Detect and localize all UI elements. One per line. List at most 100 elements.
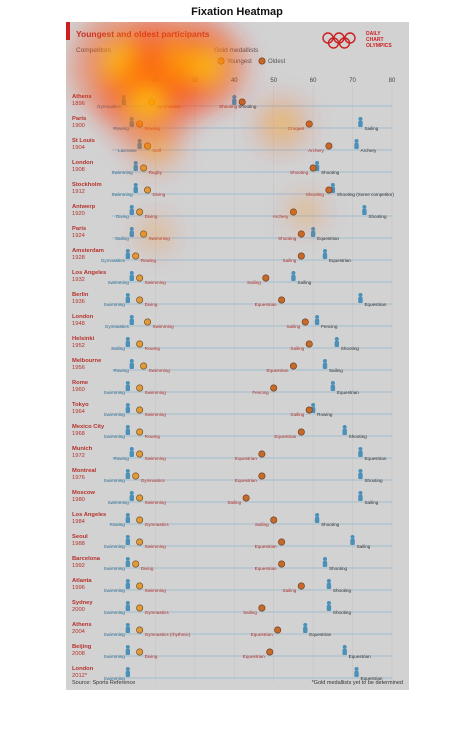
- row-year-label: 1912: [72, 189, 85, 195]
- oldest-gold-point: [258, 604, 266, 612]
- youngest-competitor-figure-body: [125, 583, 131, 589]
- oldest-competitor-sport-label: Equestrian: [329, 258, 351, 263]
- youngest-competitor-sport-label: Swimming: [104, 566, 126, 571]
- oldest-competitor-figure-head: [330, 381, 335, 385]
- youngest-competitor-figure-body: [125, 385, 131, 391]
- youngest-gold-point: [144, 186, 152, 194]
- heatmap-overlay: [68, 22, 331, 259]
- oldest-competitor-sport-label: Shooting: [321, 522, 340, 527]
- oldest-competitor-figure-body: [354, 143, 359, 149]
- oldest-competitor-sport-label: Shooting: [238, 104, 257, 109]
- row-city-label: Antwerp: [72, 204, 96, 210]
- row-year-label: 1960: [72, 387, 85, 393]
- row-city-label: Los Angeles: [72, 512, 106, 518]
- figure-title: Fixation Heatmap: [191, 6, 283, 18]
- oldest-competitor-figure-body: [314, 517, 320, 523]
- oldest-competitor-figure-head: [350, 535, 355, 539]
- youngest-gold-sport-label: Swimming: [145, 280, 167, 285]
- oldest-gold-point: [301, 318, 309, 326]
- footnote: *Gold medallists yet to be determined: [312, 680, 403, 686]
- oldest-gold-point: [270, 384, 278, 392]
- row-year-label: 1936: [72, 299, 85, 305]
- youngest-competitor-figure-head: [125, 249, 130, 253]
- youngest-gold-point: [136, 538, 144, 546]
- row-year-label: 1928: [72, 255, 85, 261]
- row-year-label: 1904: [72, 145, 86, 151]
- youngest-competitor-figure-head: [129, 491, 134, 495]
- oldest-competitor-figure-body: [334, 341, 339, 347]
- youngest-competitor-figure-head: [125, 403, 130, 407]
- youngest-gold-point: [136, 494, 144, 502]
- legend-oldest-label: Oldest: [268, 59, 286, 65]
- youngest-gold-sport-label: Gymnastics: [145, 522, 170, 527]
- youngest-competitor-figure-head: [125, 469, 130, 473]
- oldest-gold-point: [278, 560, 286, 568]
- oldest-competitor-figure-body: [314, 319, 320, 325]
- olympic-rings-logo: [322, 32, 356, 49]
- youngest-gold-sport-label: Gymnastics: [141, 478, 166, 483]
- oldest-gold-point: [278, 296, 286, 304]
- youngest-gold-sport-label: Rowing: [145, 434, 161, 439]
- row-year-label: 1920: [72, 211, 85, 217]
- youngest-competitor-figure-head: [125, 645, 130, 649]
- oldest-competitor-figure-head: [354, 667, 359, 671]
- row-city-label: Seoul: [72, 534, 88, 540]
- youngest-competitor-figure-body: [125, 297, 131, 303]
- youngest-gold-point: [136, 428, 144, 436]
- row-city-label: London: [72, 666, 94, 672]
- oldest-gold-sport-label: Shooting: [219, 104, 238, 109]
- youngest-competitor-sport-label: Swimming: [112, 192, 134, 197]
- oldest-competitor-sport-label: Equestrian: [337, 390, 359, 395]
- oldest-competitor-sport-label: Shooting: [333, 588, 352, 593]
- row-city-label: Paris: [72, 226, 86, 232]
- row-year-label: 1980: [72, 497, 85, 503]
- row-year-label: 2012*: [72, 673, 88, 679]
- youngest-competitor-figure-head: [125, 579, 130, 583]
- youngest-competitor-sport-label: Swimming: [104, 676, 126, 681]
- youngest-competitor-figure-head: [129, 205, 134, 209]
- oldest-gold-sport-label: Archery: [308, 148, 325, 153]
- youngest-competitor-figure-body: [129, 451, 134, 457]
- oldest-gold-sport-label: Shooting: [278, 236, 297, 241]
- row-city-label: Stockholm: [72, 182, 102, 188]
- youngest-competitor-sport-label: Sailing: [115, 236, 129, 241]
- x-tick-label: 70: [349, 78, 356, 84]
- row-city-label: Berlin: [72, 292, 89, 298]
- row-year-label: 1900: [72, 123, 85, 129]
- oldest-competitor-figure-head: [358, 117, 363, 121]
- oldest-competitor-sport-label: Sailing: [329, 368, 343, 373]
- youngest-gold-sport-label: Swimming: [145, 412, 167, 417]
- row-year-label: 1996: [72, 585, 85, 591]
- youngest-competitor-figure-body: [129, 363, 134, 369]
- brand-line-2: CHART: [366, 37, 384, 43]
- oldest-competitor-figure-body: [322, 561, 328, 567]
- row-year-label: 1924: [72, 233, 86, 239]
- oldest-competitor-sport-label: Shooting: [341, 346, 360, 351]
- row-year-label: 1972: [72, 453, 85, 459]
- oldest-competitor-figure-body: [330, 385, 336, 391]
- oldest-gold-sport-label: Sailing: [227, 500, 241, 505]
- oldest-competitor-figure-head: [315, 315, 320, 319]
- youngest-competitor-sport-label: Swimming: [108, 500, 130, 505]
- row-year-label: 1968: [72, 431, 85, 437]
- oldest-competitor-sport-label: Shooting: [349, 434, 368, 439]
- row-year-label: 1908: [72, 167, 85, 173]
- youngest-competitor-figure-body: [125, 407, 131, 413]
- oldest-competitor-sport-label: Sailing: [357, 544, 371, 549]
- youngest-competitor-figure-body: [125, 253, 131, 259]
- youngest-competitor-sport-label: Swimming: [104, 478, 126, 483]
- oldest-gold-sport-label: Sailing: [255, 522, 269, 527]
- oldest-competitor-figure-body: [303, 627, 308, 633]
- youngest-competitor-figure-body: [125, 605, 131, 611]
- youngest-gold-sport-label: Diving: [141, 566, 154, 571]
- youngest-competitor-figure-head: [125, 337, 130, 341]
- oldest-competitor-sport-label: Shooting: [364, 478, 383, 483]
- youngest-gold-point: [144, 318, 152, 326]
- row-city-label: Barcelona: [72, 556, 101, 562]
- youngest-competitor-figure-head: [125, 425, 130, 429]
- oldest-gold-sport-label: Sailing: [290, 412, 304, 417]
- oldest-competitor-sport-label: Sailing: [364, 500, 378, 505]
- oldest-competitor-figure-head: [315, 161, 320, 165]
- oldest-competitor-figure-body: [354, 671, 359, 677]
- brand-line-3: OLYMPICS: [366, 43, 392, 49]
